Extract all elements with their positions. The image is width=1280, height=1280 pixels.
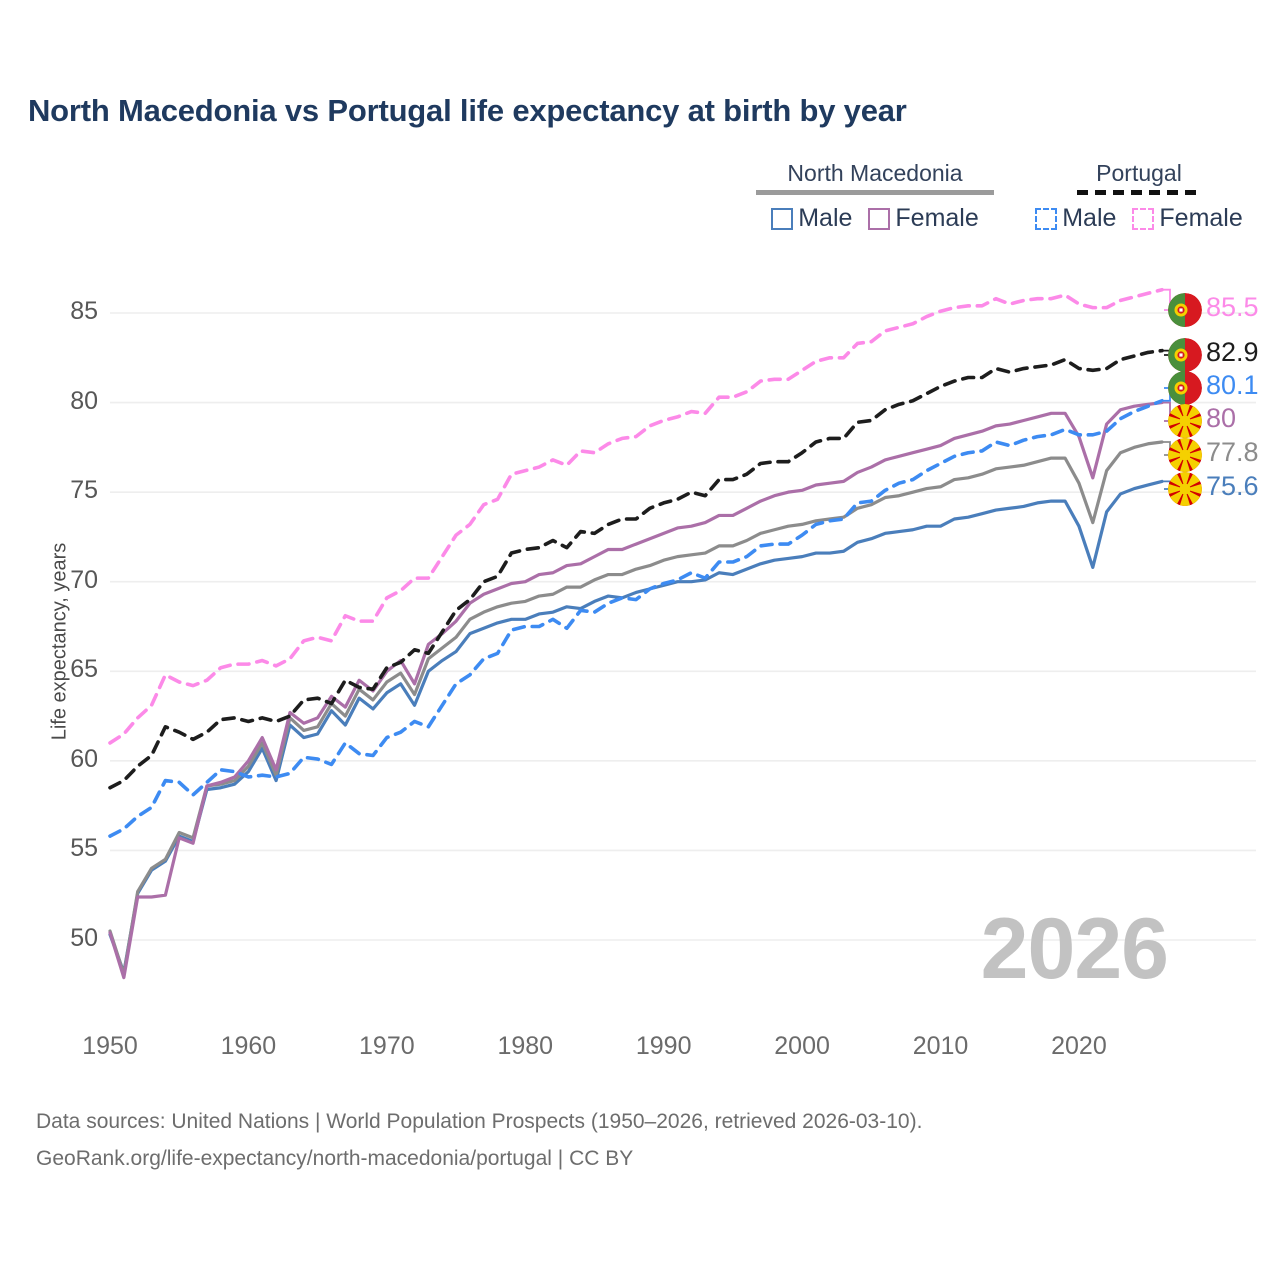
series-line	[108, 440, 1164, 976]
series-end-value-label: 82.9	[1206, 337, 1259, 367]
series-end-value-label: 80	[1206, 403, 1237, 433]
north-macedonia-flag-icon	[1168, 438, 1202, 472]
legend-group-north-macedonia: North Macedonia Male Female	[756, 160, 994, 233]
legend-group-rule	[756, 190, 994, 195]
gridlines	[110, 312, 1256, 941]
x-axis-tick-label: 2000	[774, 1032, 830, 1060]
y-axis-tick-label: 70	[70, 565, 98, 594]
legend-group-title: Portugal	[1096, 160, 1182, 186]
chart-legend: North Macedonia Male Female Portugal Mal	[756, 160, 1256, 240]
legend-group-portugal: Portugal Male Female	[1024, 160, 1254, 233]
legend-item-prt-male[interactable]: Male	[1035, 204, 1116, 233]
legend-group-title: North Macedonia	[787, 160, 963, 186]
series-end-value-label: 77.8	[1206, 437, 1259, 467]
y-axis-tick-label: 75	[70, 476, 98, 505]
y-axis-tick-label: 80	[70, 386, 98, 415]
x-axis-tick-label: 2010	[912, 1032, 969, 1060]
series-line	[108, 479, 1164, 974]
y-axis-tick-label: 65	[70, 655, 98, 684]
footer-credits: Data sources: United Nations | World Pop…	[36, 1104, 922, 1178]
legend-item-nmk-female[interactable]: Female	[868, 204, 979, 233]
legend-item-nmk-male[interactable]: Male	[771, 204, 852, 233]
legend-group-rule	[1076, 190, 1202, 195]
y-axis-title: Life expectancy, years	[48, 542, 71, 741]
x-axis-tick-label: 1950	[82, 1032, 138, 1060]
y-axis-tick-label: 85	[70, 297, 98, 325]
x-axis-tick-label: 1980	[497, 1032, 554, 1060]
portugal-flag-icon	[1168, 338, 1202, 372]
legend-label-prt-male: Male	[1062, 204, 1117, 232]
series-line	[108, 400, 1164, 980]
y-axis-tick-label: 55	[70, 834, 98, 863]
legend-swatch-prt-male	[1035, 207, 1058, 230]
x-axis-tick-label: 1960	[220, 1032, 277, 1060]
series-line	[108, 287, 1164, 745]
legend-swatch-nmk-female	[868, 207, 891, 230]
series-line	[108, 348, 1164, 790]
series-lines	[108, 287, 1164, 980]
x-axis-tick-label: 1970	[359, 1032, 415, 1060]
legend-item-prt-female[interactable]: Female	[1132, 204, 1243, 233]
legend-label-nmk-female: Female	[895, 204, 979, 232]
leader-lines	[1162, 288, 1171, 490]
y-axis-tick-label: 50	[70, 924, 98, 952]
annotation-leader-line	[1162, 401, 1171, 422]
x-axis-tick-label: 2020	[1051, 1032, 1107, 1060]
y-axis-tick-label: 60	[70, 744, 98, 773]
annotation-leader-line	[1162, 288, 1171, 311]
legend-swatch-nmk-male	[771, 207, 794, 230]
legend-swatch-prt-female	[1132, 207, 1155, 230]
page-title: North Macedonia vs Portugal life expecta…	[28, 93, 907, 128]
series-line	[108, 398, 1164, 838]
north-macedonia-flag-icon	[1168, 404, 1202, 438]
legend-label-nmk-male: Male	[798, 204, 853, 232]
portugal-flag-icon	[1168, 371, 1202, 405]
year-watermark: 2026	[980, 901, 1169, 997]
series-end-value-label: 85.5	[1206, 292, 1259, 322]
series-end-value-label: 80.1	[1206, 370, 1259, 400]
footer-line-url[interactable]: GeoRank.org/life-expectancy/north-macedo…	[36, 1146, 634, 1170]
series-end-value-label: 75.6	[1206, 471, 1259, 501]
footer-line-sources: Data sources: United Nations | World Pop…	[36, 1110, 923, 1133]
portugal-flag-icon	[1168, 293, 1202, 327]
legend-label-prt-female: Female	[1159, 204, 1243, 232]
north-macedonia-flag-icon	[1168, 472, 1202, 506]
x-axis-tick-label: 1990	[635, 1032, 692, 1060]
